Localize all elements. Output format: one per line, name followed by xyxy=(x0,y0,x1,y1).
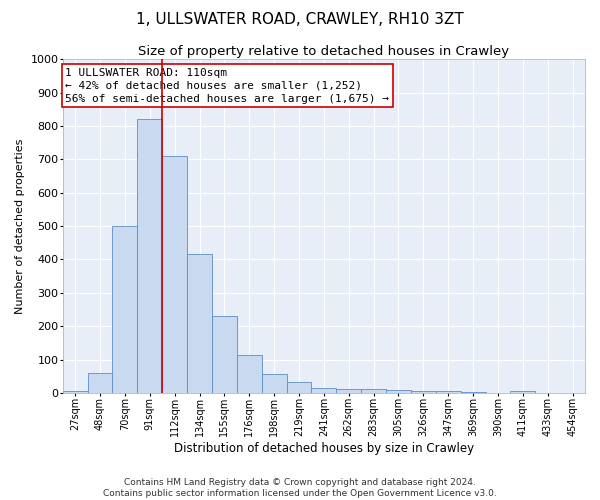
Bar xyxy=(386,390,411,393)
X-axis label: Distribution of detached houses by size in Crawley: Distribution of detached houses by size … xyxy=(174,442,474,455)
Bar xyxy=(461,392,485,393)
Bar xyxy=(287,382,311,393)
Bar xyxy=(262,374,287,393)
Bar xyxy=(361,389,386,393)
Bar xyxy=(137,119,162,393)
Bar xyxy=(511,391,535,393)
Bar xyxy=(88,373,112,393)
Title: Size of property relative to detached houses in Crawley: Size of property relative to detached ho… xyxy=(138,45,509,58)
Text: Contains HM Land Registry data © Crown copyright and database right 2024.
Contai: Contains HM Land Registry data © Crown c… xyxy=(103,478,497,498)
Bar xyxy=(237,354,262,393)
Bar xyxy=(162,156,187,393)
Y-axis label: Number of detached properties: Number of detached properties xyxy=(15,138,25,314)
Text: 1, ULLSWATER ROAD, CRAWLEY, RH10 3ZT: 1, ULLSWATER ROAD, CRAWLEY, RH10 3ZT xyxy=(136,12,464,28)
Bar xyxy=(63,391,88,393)
Bar xyxy=(436,391,461,393)
Bar xyxy=(411,390,436,393)
Text: 1 ULLSWATER ROAD: 110sqm
← 42% of detached houses are smaller (1,252)
56% of sem: 1 ULLSWATER ROAD: 110sqm ← 42% of detach… xyxy=(65,68,389,104)
Bar xyxy=(112,226,137,393)
Bar xyxy=(336,388,361,393)
Bar xyxy=(187,254,212,393)
Bar xyxy=(311,388,336,393)
Bar xyxy=(212,316,237,393)
